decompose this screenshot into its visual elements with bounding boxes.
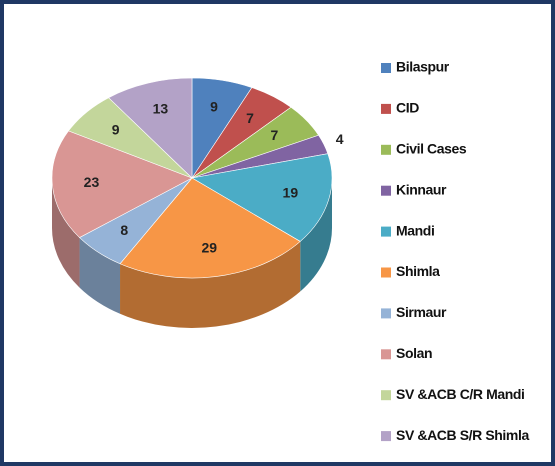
data-label: 4: [336, 131, 344, 147]
legend-label: Kinnaur: [396, 181, 447, 197]
legend-label: Shimla: [396, 263, 440, 279]
legend-swatch: [381, 308, 391, 319]
legend-label: SV &ACB C/R Mandi: [396, 386, 525, 402]
legend-swatch: [381, 63, 391, 73]
legend-label: SV &ACB S/R Shimla: [396, 427, 529, 443]
legend-swatch: [381, 144, 391, 155]
slice: [108, 77, 193, 179]
legend-label: Sirmaur: [396, 304, 447, 320]
legend-label: CID: [396, 100, 419, 116]
data-label: 7: [271, 127, 279, 143]
data-label: 19: [283, 184, 299, 200]
slice-side: [300, 178, 332, 292]
legend-label: Solan: [396, 345, 432, 361]
legend: Bilaspur CID Civil Cases Kinnaur Mandi Shimla…: [381, 59, 530, 443]
legend-label: Civil Cases: [396, 141, 467, 157]
slice: [191, 153, 333, 242]
data-label: 9: [210, 98, 218, 114]
legend-swatch: [381, 226, 391, 237]
legend-swatch: [381, 103, 391, 114]
data-label: 29: [201, 240, 217, 256]
data-label: 9: [112, 122, 120, 138]
legend-swatch: [381, 349, 391, 360]
data-label: 13: [153, 100, 169, 116]
legend-swatch: [381, 390, 391, 401]
slice: [119, 177, 301, 279]
slice-side: [79, 237, 121, 314]
legend-label: Mandi: [396, 222, 434, 238]
slice: [51, 130, 193, 238]
legend-swatch: [381, 185, 391, 196]
legend-swatch: [381, 431, 391, 442]
data-label: 7: [246, 110, 254, 126]
legend-swatch: [381, 267, 391, 278]
data-label: 23: [84, 174, 100, 190]
legend-label: Bilaspur: [396, 59, 450, 75]
slice-side: [52, 178, 80, 288]
data-label: 8: [120, 222, 128, 238]
pie: 9 7 7 4 19 29 8 23 9 13: [51, 77, 344, 328]
slice-side: [120, 241, 301, 328]
